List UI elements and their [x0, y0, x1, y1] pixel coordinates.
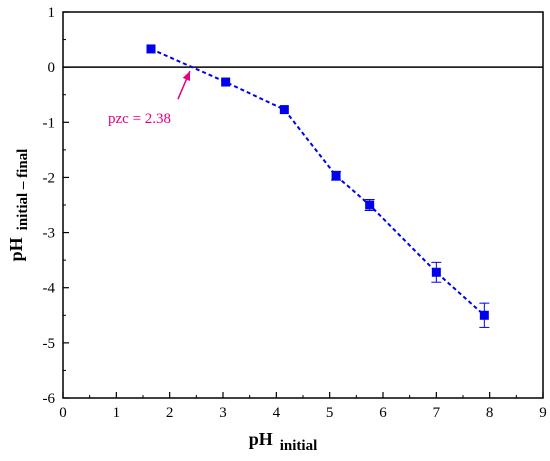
x-tick-label: 8 — [486, 405, 494, 421]
y-axis-title-main: pH — [6, 237, 26, 261]
plot-area-frame — [62, 11, 544, 399]
y-tick-label: -6 — [43, 391, 56, 407]
x-tick-label: 4 — [273, 405, 281, 421]
data-point — [431, 267, 441, 277]
y-tick-label: -2 — [43, 170, 56, 186]
y-tick-label: -5 — [43, 336, 56, 352]
y-tick-label: 1 — [48, 5, 56, 21]
data-point — [279, 105, 289, 115]
data-point — [479, 310, 489, 320]
x-tick-label: 7 — [433, 405, 441, 421]
x-tick-label: 6 — [379, 405, 387, 421]
data-point — [221, 77, 231, 87]
annotation-pzc-label: pzc = 2.38 — [108, 111, 171, 127]
data-point — [331, 171, 341, 181]
x-tick-label: 3 — [219, 405, 227, 421]
y-axis-title-sub: initial – final — [15, 149, 31, 231]
y-tick-label: 0 — [48, 60, 56, 76]
x-tick-label: 1 — [113, 405, 121, 421]
data-point — [146, 44, 156, 54]
series-group — [146, 44, 490, 328]
x-axis-title-main: pH — [249, 429, 273, 449]
x-axis-title-sub: initial — [280, 438, 318, 454]
x-tick-label: 5 — [326, 405, 334, 421]
annotation-group: pzc = 2.38 — [108, 70, 191, 127]
x-tick-label: 2 — [166, 405, 174, 421]
y-axis-title: pH initial – final — [6, 149, 31, 262]
annotation-arrowhead — [182, 71, 191, 81]
x-axis-ticks: 0 1 2 3 4 5 6 7 8 9 — [59, 392, 547, 421]
y-axis-ticks: -6 -5 -4 -3 -2 -1 0 1 — [43, 5, 69, 407]
data-point — [365, 200, 375, 210]
y-tick-label: -3 — [43, 226, 56, 242]
x-axis-title: pH initial — [249, 429, 318, 454]
x-tick-label: 0 — [59, 405, 67, 421]
y-tick-label: -1 — [43, 115, 56, 131]
x-tick-label: 9 — [539, 405, 547, 421]
y-tick-label: -4 — [43, 281, 56, 297]
